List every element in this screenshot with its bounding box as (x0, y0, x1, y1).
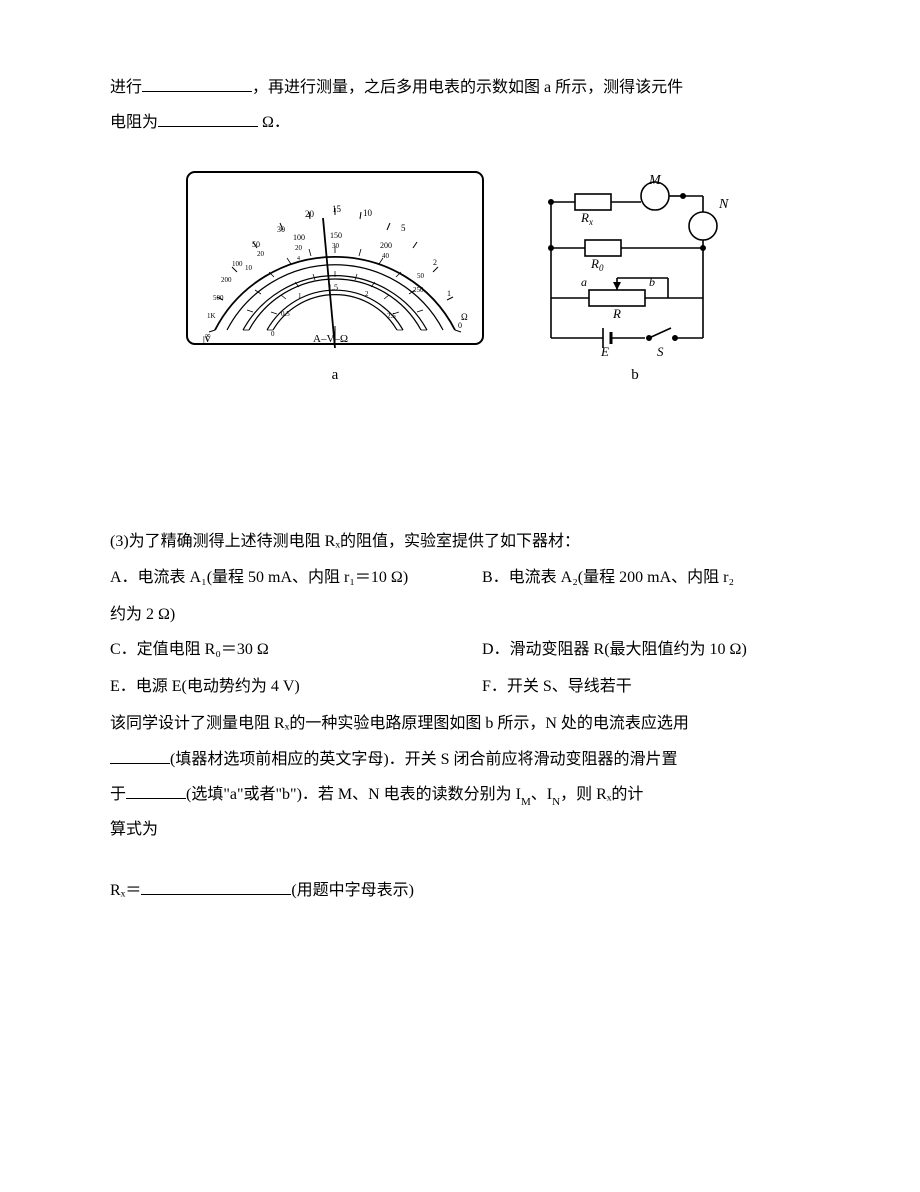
svg-text:2: 2 (365, 290, 369, 298)
svg-text:100: 100 (232, 260, 243, 268)
svg-text:M: M (648, 173, 662, 188)
equip-b-pre: B．电流表 A₂(量程 200 mA、内阻 r₂ (482, 560, 810, 595)
svg-text:2: 2 (433, 258, 437, 267)
text: 于 (110, 786, 126, 803)
svg-text:20: 20 (295, 244, 303, 252)
svg-text:Ω: Ω (461, 312, 468, 322)
intro-paragraph: 进行 ，再进行测量，之后多用电表的示数如图 a 所示，测得该元件 (110, 70, 810, 105)
svg-text:a: a (581, 275, 587, 289)
svg-text:N: N (718, 197, 729, 212)
blank-step (142, 74, 252, 92)
svg-text:50: 50 (252, 240, 260, 249)
svg-text:500: 500 (213, 294, 224, 302)
svg-text:2.5: 2.5 (387, 312, 396, 320)
svg-text:150: 150 (330, 231, 342, 240)
svg-text:S: S (657, 344, 664, 359)
equip-row-cd: C．定值电阻 R₀＝30 Ω D．滑动变阻器 R(最大阻值约为 10 Ω) (110, 632, 810, 667)
svg-text:4: 4 (297, 256, 300, 262)
svg-text:40: 40 (382, 252, 390, 260)
svg-text:200: 200 (221, 276, 232, 284)
svg-text:250: 250 (413, 286, 424, 294)
svg-text:30: 30 (332, 242, 340, 250)
svg-text:R0: R0 (590, 256, 604, 273)
equip-d: D．滑动变阻器 R(最大阻值约为 10 Ω) (482, 632, 810, 667)
text: ，再进行测量，之后多用电表的示数如图 a 所示，测得该元件 (252, 79, 683, 96)
svg-text:A–V–Ω: A–V–Ω (313, 333, 348, 345)
q3-intro: (3)为了精确测得上述待测电阻 Rₓ的阻值，实验室提供了如下器材： (110, 524, 810, 559)
svg-text:0: 0 (458, 321, 462, 330)
svg-text:5: 5 (401, 223, 406, 233)
svg-text:0: 0 (271, 330, 275, 338)
sub-n: N (552, 796, 560, 808)
text: (填器材选项前相应的英文字母)．开关 S 闭合前应将滑动变阻器的滑片置 (170, 751, 678, 768)
equip-row-ef: E．电源 E(电动势约为 4 V) F．开关 S、导线若干 (110, 669, 810, 704)
figure-a: ∞ 1K 500 200 100 50 30 20 15 10 5 2 1 0 … (180, 170, 490, 384)
circuit-diagram-icon: M N Rx R0 a b R E S (533, 170, 738, 360)
svg-text:50: 50 (417, 272, 425, 280)
equip-e: E．电源 E(电动势约为 4 V) (110, 669, 482, 704)
svg-text:0.5: 0.5 (281, 310, 290, 318)
svg-text:20: 20 (305, 209, 315, 219)
svg-text:Rx: Rx (580, 210, 593, 227)
q3-final: Rₓ＝ (用题中字母表示) (110, 873, 810, 908)
svg-text:E: E (600, 344, 609, 359)
equip-c: C．定值电阻 R₀＝30 Ω (110, 632, 482, 667)
svg-text:20: 20 (257, 250, 265, 258)
svg-text:15: 15 (332, 204, 342, 214)
svg-text:30: 30 (277, 225, 285, 234)
q3-line2: (填器材选项前相应的英文字母)．开关 S 闭合前应将滑动变阻器的滑片置 (110, 742, 810, 777)
figure-row: ∞ 1K 500 200 100 50 30 20 15 10 5 2 1 0 … (110, 170, 810, 384)
equip-f: F．开关 S、导线若干 (482, 669, 810, 704)
q3-line3: 于 (选填"a"或者"b")．若 M、N 电表的读数分别为 IM、IN，则 Rₓ的… (110, 777, 810, 812)
equip-b-post: 约为 2 Ω) (110, 597, 810, 632)
svg-text:1: 1 (298, 292, 302, 300)
svg-text:200: 200 (380, 241, 392, 250)
text: 电阻为 (110, 114, 158, 131)
svg-text:R: R (612, 306, 621, 321)
text: ，则 Rₓ的计 (560, 786, 643, 803)
blank-formula (141, 878, 291, 896)
svg-text:|V: |V (203, 335, 211, 344)
svg-text:1K: 1K (207, 312, 216, 320)
figure-b-label: b (631, 366, 639, 384)
svg-text:10: 10 (363, 208, 373, 218)
equip-a: A．电流表 A₁(量程 50 mA、内阻 r₁＝10 Ω) (110, 560, 482, 595)
text: (选填"a"或者"b")．若 M、N 电表的读数分别为 I (186, 786, 521, 803)
text: 、I (531, 786, 552, 803)
svg-text:10: 10 (245, 264, 253, 272)
figure-b: M N Rx R0 a b R E S b (530, 170, 740, 384)
text: 进行 (110, 79, 142, 96)
multimeter-dial-icon: ∞ 1K 500 200 100 50 30 20 15 10 5 2 1 0 … (185, 170, 485, 360)
blank-meter-choice (110, 746, 170, 764)
blank-slider-pos (126, 781, 186, 799)
q3-line1: 该同学设计了测量电阻 Rₓ的一种实验电路原理图如图 b 所示，N 处的电流表应选… (110, 706, 810, 741)
text: Ω． (258, 114, 290, 131)
svg-text:b: b (649, 275, 655, 289)
intro-line2: 电阻为 Ω． (110, 105, 810, 140)
svg-text:1: 1 (447, 289, 451, 298)
q3-line4: 算式为 (110, 812, 810, 847)
text: (用题中字母表示) (291, 882, 414, 899)
sub-m: M (521, 796, 531, 808)
blank-resistance (158, 110, 258, 128)
svg-text:100: 100 (293, 233, 305, 242)
text: Rₓ＝ (110, 882, 141, 899)
figure-a-label: a (332, 366, 339, 384)
equip-row-ab: A．电流表 A₁(量程 50 mA、内阻 r₁＝10 Ω) B．电流表 A₂(量… (110, 560, 810, 595)
